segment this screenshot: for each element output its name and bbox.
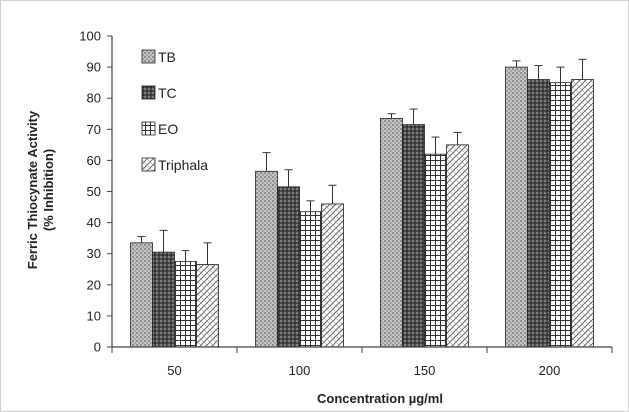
x-axis-title: Concentration µg/ml (317, 391, 443, 406)
y-tick-label: 10 (87, 308, 101, 323)
legend-label: Triphala (158, 157, 208, 173)
legend-swatch (141, 85, 156, 100)
y-tick-label: 80 (87, 91, 101, 106)
y-axis-title: Ferric Thiocynate Activity (% Inhibition… (25, 110, 56, 269)
bar-tb-200 (505, 66, 528, 348)
bar-triphala-150 (446, 144, 469, 348)
y-tick-label: 100 (79, 29, 101, 44)
legend: TB TC EO Triphala (141, 49, 208, 173)
bar-tb-150 (380, 118, 403, 348)
bar-tc-50 (152, 251, 175, 348)
error-bars-layer (137, 58, 587, 265)
bar-eo-200 (549, 82, 572, 348)
legend-swatch (141, 121, 156, 136)
y-axis-title-line1: Ferric Thiocynate Activity (25, 110, 40, 269)
bar-tc-200 (527, 79, 550, 348)
y-tick-label: 90 (87, 60, 101, 75)
bar-triphala-50 (196, 264, 219, 348)
y-tick-label: 70 (87, 122, 101, 137)
bar-tb-100 (255, 170, 278, 348)
legend-item-eo: EO (141, 121, 178, 137)
x-tick-label: 50 (167, 363, 181, 378)
legend-swatch (141, 157, 156, 172)
y-tick-label: 0 (94, 340, 101, 355)
y-tick-label: 50 (87, 184, 101, 199)
bar-eo-150 (424, 153, 447, 348)
x-tick-label: 200 (539, 363, 561, 378)
x-tick-label: 150 (414, 363, 436, 378)
x-axis-ticks: 50 100 150 200 (111, 347, 613, 378)
legend-label: TB (158, 49, 176, 65)
bar-eo-100 (299, 211, 322, 348)
legend-swatch (141, 49, 156, 64)
y-tick-label: 20 (87, 277, 101, 292)
y-axis-title-line2: (% Inhibition) (41, 149, 56, 231)
bar-tb-50 (130, 242, 153, 348)
bar-tc-150 (402, 124, 425, 348)
legend-item-triphala: Triphala (141, 157, 208, 173)
y-tick-label: 40 (87, 215, 101, 230)
legend-label: EO (158, 121, 178, 137)
bar-triphala-100 (321, 203, 344, 348)
x-tick-label: 100 (289, 363, 311, 378)
legend-item-tc: TC (141, 85, 177, 101)
bar-eo-50 (174, 261, 197, 348)
bar-triphala-200 (571, 79, 594, 348)
bar-tc-100 (277, 186, 300, 348)
y-axis-ticks: 0 10 20 30 40 50 60 70 80 90 100 (79, 29, 112, 355)
y-tick-label: 30 (87, 246, 101, 261)
legend-item-tb: TB (141, 49, 176, 65)
legend-label: TC (158, 85, 177, 101)
y-tick-label: 60 (87, 153, 101, 168)
